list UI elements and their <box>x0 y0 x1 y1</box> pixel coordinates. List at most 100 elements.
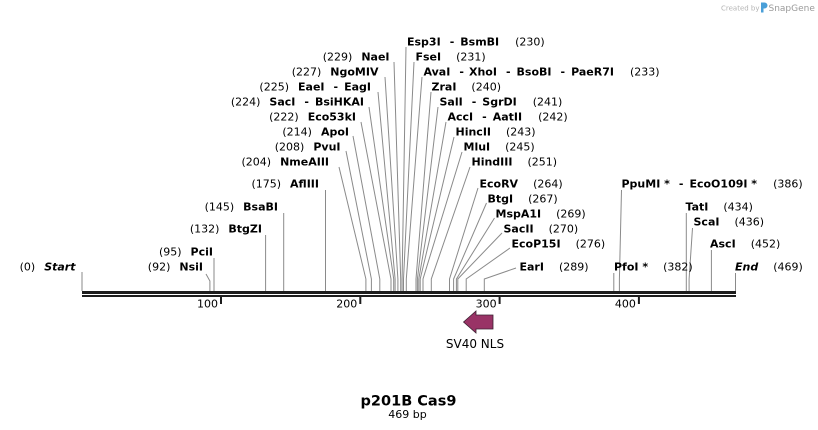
enzyme-name: AflIII <box>290 178 319 191</box>
site-position: (229) <box>323 51 353 64</box>
end-name: End <box>735 261 758 274</box>
site-connector-lines <box>81 46 736 291</box>
ruler-tick <box>637 297 640 304</box>
enzyme-site-pcii: (95) PciI <box>159 246 213 259</box>
enzyme-site-asci: AscI (452) <box>710 238 780 251</box>
site-position: (264) <box>533 178 563 191</box>
enzyme-name: ScaI <box>694 216 720 229</box>
site-position: (436) <box>734 216 764 229</box>
name-separator: - <box>506 66 511 79</box>
enzyme-site-acci-aatii: AccI - AatII (242) <box>448 111 568 124</box>
enzyme-name: PfoI * <box>614 261 648 274</box>
enzyme-name: SacI <box>269 96 295 109</box>
connector-ecop15i <box>465 247 511 291</box>
name-separator: - <box>304 96 309 109</box>
right-site-labels: Esp3I - BsmBI (230) FseI (231) AvaI - XhoI - Bso… <box>407 36 803 274</box>
ruler-tick <box>498 297 501 304</box>
enzyme-site-avai-xhoi-bsobi-paer7i: AvaI - XhoI - BsoBI - PaeR7I (233) <box>424 66 660 79</box>
site-position: (231) <box>456 51 486 64</box>
enzyme-name: Esp3I <box>407 36 441 49</box>
enzyme-site-naei: (229) NaeI <box>323 51 390 64</box>
end-label: End (469) <box>735 261 803 274</box>
connector-apoi <box>352 135 381 291</box>
site-position: (243) <box>506 126 536 139</box>
enzyme-name: MspA1I <box>496 208 542 221</box>
enzyme-name: EarI <box>520 261 544 274</box>
created-by-text: Created by <box>721 5 760 13</box>
enzyme-site-ngomiv: (227) NgoMIV <box>292 66 379 79</box>
enzyme-site-esp3i-bsmbi: Esp3I - BsmBI (230) <box>407 36 545 49</box>
ruler-tick-label: 200 <box>336 298 357 311</box>
snapgene-logo-icon <box>761 2 768 13</box>
enzyme-site-tati: TatI (434) <box>686 201 753 214</box>
ruler-tick-label: 400 <box>615 298 636 311</box>
feature-sv40-nls: SV40 NLS <box>446 310 504 351</box>
site-position: (233) <box>630 66 660 79</box>
ruler-tick <box>359 297 362 304</box>
enzyme-site-mspa1i: MspA1I (269) <box>496 208 586 221</box>
snapgene-branding: Created by SnapGene <box>721 2 815 14</box>
enzyme-name: TatI <box>686 201 709 214</box>
enzyme-name: NmeAIII <box>280 156 329 169</box>
enzyme-name: BtgI <box>488 193 514 206</box>
site-position: (386) <box>773 178 803 191</box>
start-position: (0) <box>20 261 36 274</box>
enzyme-name: EcoRV <box>480 178 519 191</box>
site-position: (269) <box>556 208 586 221</box>
site-position: (434) <box>723 201 753 214</box>
site-position: (92) <box>148 261 171 274</box>
connector-btgi <box>453 202 487 291</box>
name-separator: - <box>450 36 455 49</box>
enzyme-name: ApoI <box>321 126 349 139</box>
enzyme-site-btgi: BtgI (267) <box>488 193 558 206</box>
enzyme-site-nmeaiii: (204) NmeAIII <box>241 156 329 169</box>
start-name: Start <box>44 261 76 274</box>
enzyme-site-eaei-eagi: (225) EaeI - EagI <box>259 81 371 94</box>
enzyme-name: BsaBI <box>243 201 278 214</box>
connector-pvui <box>345 150 372 291</box>
connector-zrai <box>415 91 432 291</box>
enzyme-name: BsiHKAI <box>315 96 364 109</box>
site-position: (230) <box>515 36 545 49</box>
enzyme-name: BsmBI <box>460 36 499 49</box>
connector-nsii <box>205 273 211 291</box>
enzyme-site-btgzi: (132) BtgZI <box>190 223 262 236</box>
site-position: (95) <box>159 246 182 259</box>
connector-sali <box>416 106 439 291</box>
enzyme-name: PvuI <box>313 141 340 154</box>
enzyme-name: EcoO109I * <box>689 178 757 191</box>
enzyme-name: AccI <box>448 111 474 124</box>
enzyme-name: HindIII <box>472 156 513 169</box>
connector-eaei <box>377 91 396 291</box>
enzyme-name: PaeR7I <box>571 66 614 79</box>
sv40-nls-arrow-left-icon <box>462 310 494 334</box>
enzyme-name: AvaI <box>424 66 451 79</box>
end-position: (469) <box>773 261 803 274</box>
feature-label: SV40 NLS <box>446 337 504 351</box>
connector-ngomiv <box>384 76 399 291</box>
enzyme-name: PpuMI * <box>622 178 671 191</box>
enzyme-name: EaeI <box>298 81 325 94</box>
enzyme-name: NgoMIV <box>330 66 379 79</box>
sequence-backbone <box>82 291 736 297</box>
enzyme-site-pfoi: PfoI * (382) <box>614 261 693 274</box>
connector-avai <box>405 76 423 291</box>
site-position: (145) <box>205 201 235 214</box>
ruler: 100 200 300 400 <box>197 297 640 311</box>
connector-esp3i <box>401 46 407 291</box>
start-label: (0) Start <box>20 261 77 274</box>
enzyme-name: MluI <box>464 141 491 154</box>
site-position: (227) <box>292 66 322 79</box>
enzyme-name: BsoBI <box>517 66 552 79</box>
map-length: 469 bp <box>388 408 426 421</box>
enzyme-name: XhoI <box>469 66 497 79</box>
enzyme-site-mlui: MluI (245) <box>464 141 535 154</box>
connector-saci <box>368 106 395 291</box>
connector-mlui <box>422 151 463 291</box>
site-position: (175) <box>251 178 281 191</box>
backbone-top-strand <box>82 291 736 294</box>
enzyme-site-scai: ScaI (436) <box>694 216 765 229</box>
site-position: (224) <box>231 96 261 109</box>
